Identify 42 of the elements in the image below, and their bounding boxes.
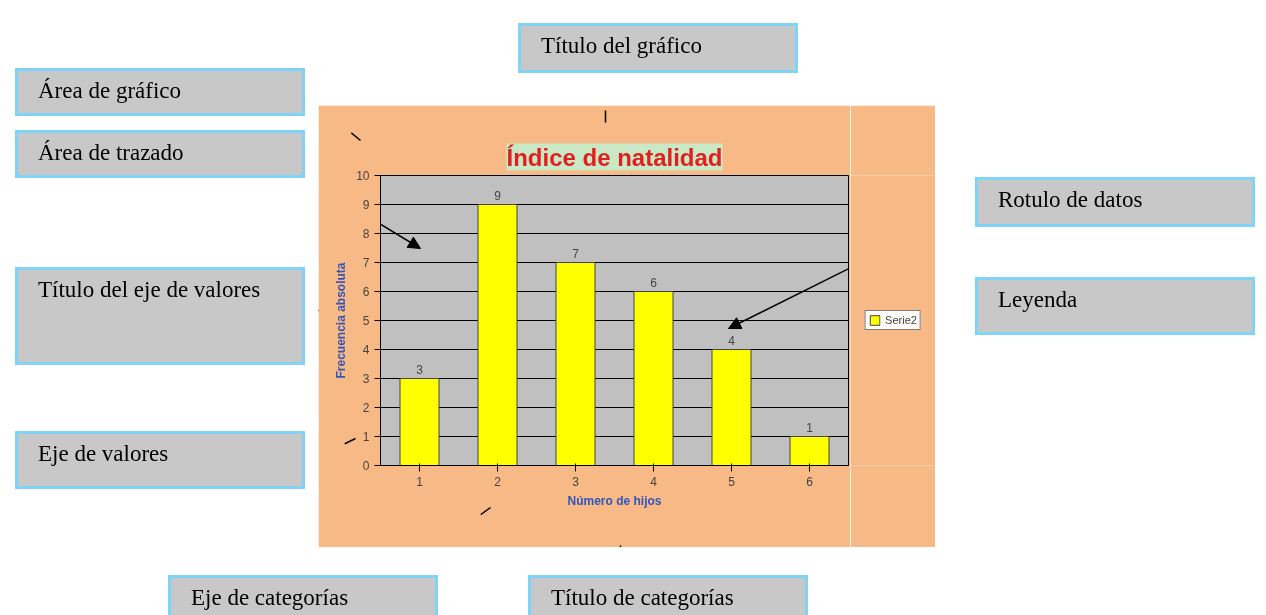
x-axis-title: Número de hijos — [567, 493, 662, 508]
chart-title: Índice de natalidad — [506, 143, 723, 171]
text: Eje de valores — [38, 440, 169, 468]
x-tick-label: 1 — [416, 474, 424, 489]
y-tick-label: 6 — [362, 285, 370, 299]
x-tick-label: 6 — [806, 474, 814, 489]
text: Área de trazado — [38, 139, 184, 167]
y-tick-label: 3 — [362, 372, 370, 386]
y-axis-title: Frecuencia absoluta — [334, 262, 349, 379]
text: Título del gráfico — [541, 32, 702, 60]
data-label: 6 — [650, 275, 658, 290]
text: Título de categorías — [551, 584, 734, 612]
y-tick-label: 7 — [362, 256, 370, 270]
data-label: 1 — [806, 420, 814, 435]
x-tick-label: 2 — [494, 474, 502, 489]
y-tick-label: 2 — [362, 401, 370, 415]
bar — [399, 378, 440, 466]
y-tick-label: 4 — [362, 343, 370, 357]
y-tick-label: 10 — [356, 169, 370, 183]
data-label: 9 — [494, 188, 502, 203]
y-tick-label: 5 — [362, 314, 370, 328]
y-tick-label: 9 — [362, 198, 370, 212]
text: Leyenda — [998, 286, 1078, 314]
legend-label: Serie2 — [885, 314, 917, 326]
text: Rotulo de datos — [998, 186, 1143, 214]
x-tick-label: 4 — [650, 474, 658, 489]
y-tick-label: 8 — [362, 227, 370, 241]
y-tick-label: 1 — [362, 430, 370, 444]
bar — [555, 262, 596, 466]
x-tick-label: 3 — [572, 474, 580, 489]
bar — [633, 291, 674, 466]
x-tick-label: 5 — [728, 474, 736, 489]
data-label: 3 — [416, 362, 424, 377]
text: Título del eje de valores — [38, 276, 261, 304]
bar — [711, 349, 752, 466]
data-label: 4 — [728, 333, 736, 348]
data-label: 7 — [572, 246, 580, 261]
y-tick-label: 0 — [362, 459, 370, 473]
text: Área de gráfico — [38, 77, 182, 105]
bar — [477, 204, 518, 466]
bar — [789, 436, 830, 466]
text: Eje de categorías — [191, 584, 349, 612]
